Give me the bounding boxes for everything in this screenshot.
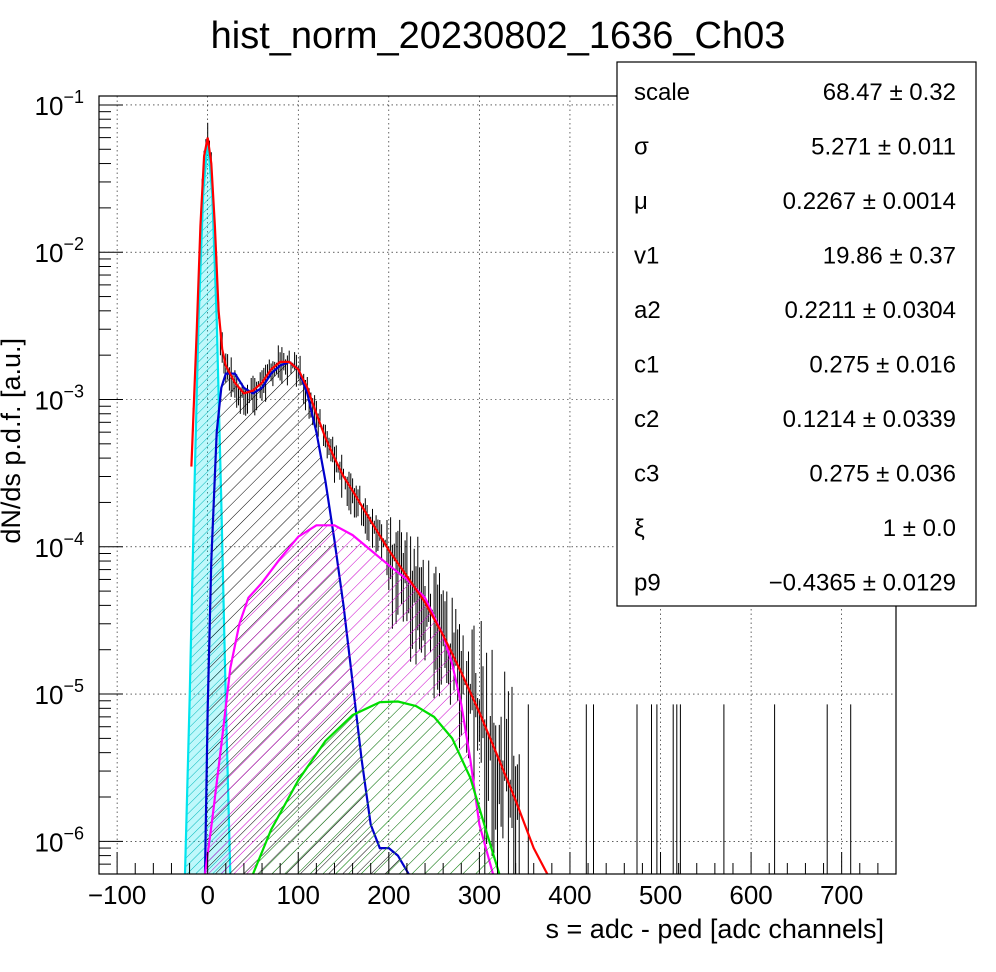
x-tick-label: 300 bbox=[458, 880, 501, 910]
stats-param-value: 0.2267 ± 0.0014 bbox=[783, 188, 956, 215]
stats-box-frame bbox=[616, 61, 977, 607]
x-tick-label: 100 bbox=[277, 880, 320, 910]
stats-param-name: σ bbox=[634, 134, 649, 161]
stats-param-value: 19.86 ± 0.37 bbox=[823, 243, 956, 270]
stats-param-name: μ bbox=[634, 188, 648, 215]
stats-param-value: 68.47 ± 0.32 bbox=[823, 79, 956, 106]
stats-param-value: −0.4365 ± 0.0129 bbox=[769, 570, 956, 597]
y-tick-label: 10−6 bbox=[35, 823, 84, 857]
stats-param-name: c2 bbox=[634, 406, 659, 433]
stats-box: scale 68.47 ± 0.32 σ 5.271 ± 0.011 μ 0.2267 ±… bbox=[616, 61, 977, 607]
total-fit-curve bbox=[190, 137, 549, 874]
stats-param-value: 0.1214 ± 0.0339 bbox=[783, 406, 956, 433]
stats-box-rows: scale 68.47 ± 0.32 σ 5.271 ± 0.011 μ 0.2267 ±… bbox=[634, 79, 956, 597]
double-pe-curve bbox=[203, 524, 495, 874]
x-tick-label: 600 bbox=[729, 880, 772, 910]
y-tick-label: 10−3 bbox=[35, 381, 84, 415]
axes: −100 0 100 200 300 400 500 600 700 10−6 10−5 10−4 10… bbox=[35, 87, 897, 910]
triple-pe-curve bbox=[251, 700, 501, 874]
stats-param-name: c1 bbox=[634, 352, 659, 379]
x-tick-label: 700 bbox=[820, 880, 863, 910]
stats-param-value: 0.275 ± 0.016 bbox=[809, 352, 956, 379]
y-tick-label: 10−4 bbox=[35, 529, 84, 563]
stats-param-name: v1 bbox=[634, 243, 659, 270]
stats-param-name: scale bbox=[634, 79, 690, 106]
y-axis-label: dN/ds p.d.f. [a.u.] bbox=[0, 338, 26, 544]
stats-param-value: 0.2211 ± 0.0304 bbox=[784, 297, 956, 324]
x-tick-label: 500 bbox=[639, 880, 682, 910]
stats-param-name: p9 bbox=[634, 570, 661, 597]
x-tick-label: 200 bbox=[367, 880, 410, 910]
stats-param-value: 1 ± 0.0 bbox=[883, 515, 956, 542]
x-tick-label: 0 bbox=[200, 880, 214, 910]
x-tick-label: −100 bbox=[88, 880, 147, 910]
chart-title: hist_norm_20230802_1636_Ch03 bbox=[211, 15, 786, 57]
triple-pe-curve-fill bbox=[253, 701, 500, 874]
x-axis-label: s = adc - ped [adc channels] bbox=[546, 914, 884, 944]
fit-curves bbox=[183, 137, 549, 874]
y-tick-label: 10−5 bbox=[35, 676, 84, 710]
stats-param-value: 0.275 ± 0.036 bbox=[809, 461, 956, 488]
stats-param-name: c3 bbox=[634, 461, 659, 488]
y-tick-label: 10−2 bbox=[35, 234, 84, 268]
stats-param-name: a2 bbox=[634, 297, 661, 324]
y-tick-label: 10−1 bbox=[35, 87, 84, 121]
stats-param-value: 5.271 ± 0.011 bbox=[811, 134, 956, 161]
x-tick-label: 400 bbox=[548, 880, 591, 910]
stats-param-name: ξ bbox=[634, 515, 645, 542]
